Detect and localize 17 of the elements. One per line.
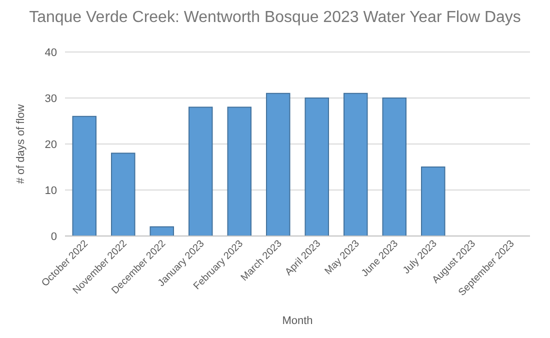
y-tick-label: 40 bbox=[44, 46, 57, 59]
bar bbox=[304, 98, 329, 236]
bar bbox=[421, 166, 446, 236]
y-tick-label: 10 bbox=[44, 184, 57, 197]
bar bbox=[227, 106, 252, 236]
y-axis-title: # of days of flow bbox=[15, 104, 27, 184]
bar bbox=[188, 106, 213, 236]
y-tick-label: 0 bbox=[50, 230, 57, 243]
bar bbox=[382, 98, 406, 236]
bar bbox=[266, 92, 290, 236]
bar bbox=[344, 92, 368, 236]
x-axis-title: Month bbox=[282, 315, 313, 327]
bar bbox=[72, 116, 96, 236]
y-tick-label: 30 bbox=[44, 92, 57, 105]
chart-title: Tanque Verde Creek: Wentworth Bosque 2023 Water Year Flow Days bbox=[29, 9, 521, 26]
y-tick-label: 20 bbox=[44, 138, 57, 151]
bar bbox=[111, 152, 136, 236]
